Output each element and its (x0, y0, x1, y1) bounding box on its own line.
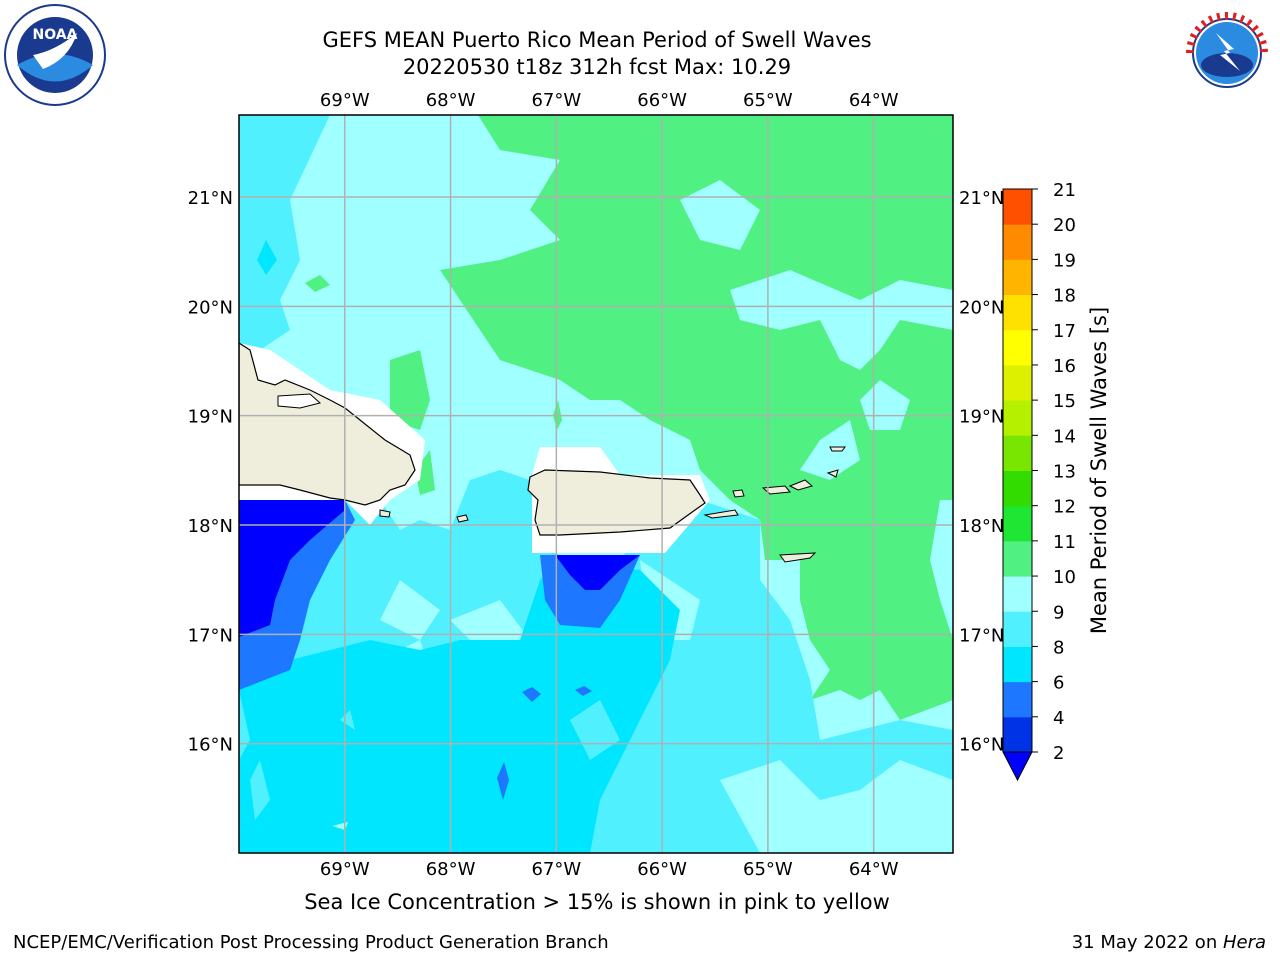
region-6-8-west (239, 115, 330, 350)
colorbar: 2 4 6 8 9 10 11 12 13 14 15 16 17 18 19 20 21 Mean Period… (1002, 180, 1111, 782)
colorbar-segment (1003, 716, 1032, 753)
contour-fill-layer (239, 115, 953, 853)
x-tick-label-top: 68°W (426, 90, 476, 111)
x-tick-label-top: 64°W (849, 90, 899, 111)
colorbar-tick-label: 12 (1053, 497, 1076, 518)
x-tick-label-bottom: 64°W (849, 859, 899, 880)
region-9-10-northeast (440, 115, 953, 720)
x-tick-label-top: 67°W (531, 90, 581, 111)
colorbar-tick-label: 2 (1053, 743, 1064, 764)
noaa-logo-text: NOAA (33, 27, 78, 43)
x-tick-label-bottom: 69°W (320, 859, 370, 880)
puerto-rico-land (527, 469, 706, 536)
colorbar-segment (1003, 259, 1032, 296)
colorbar-segment (1003, 505, 1032, 542)
colorbar-segment (1003, 435, 1032, 471)
y-tick-label-right: 17°N (959, 625, 1004, 646)
colorbar-segment (1003, 470, 1032, 507)
y-tick-label-right: 16°N (959, 735, 1004, 756)
y-tick-label-left: 19°N (188, 407, 233, 428)
colorbar-segment (1003, 224, 1032, 260)
y-tick-label-right: 20°N (959, 297, 1004, 318)
x-tick-label-top: 66°W (637, 90, 687, 111)
footer-date: 31 May 2022 on (1071, 932, 1223, 953)
grid-lines (239, 115, 953, 853)
colorbar-tick-label: 21 (1053, 180, 1076, 201)
colorbar-label: Mean Period of Swell Waves [s] (1087, 307, 1111, 634)
region-4-6-south (239, 560, 680, 853)
y-tick-label-left: 20°N (188, 297, 233, 318)
x-tick-label-bottom: 65°W (743, 859, 793, 880)
tick-labels: 69°W 69°W 68°W 68°W 67°W 67°W 66°W 66°W 65°W 65°W… (188, 90, 1005, 880)
colorbar-tick-label: 20 (1053, 215, 1076, 236)
colorbar-segment (1003, 189, 1032, 225)
sea-ice-caption: Sea Ice Concentration > 15% is shown in … (304, 890, 890, 914)
colorbar-tick-label: 17 (1053, 321, 1076, 342)
y-tick-label-right: 21°N (959, 188, 1004, 209)
colorbar-tick-label: 9 (1053, 602, 1064, 623)
colorbar-tick-label: 10 (1053, 567, 1076, 588)
colorbar-tick-label: 4 (1053, 708, 1064, 729)
colorbar-segment (1003, 400, 1032, 436)
footer-left: NCEP/EMC/Verification Post Processing Pr… (13, 932, 609, 953)
colorbar-segment (1003, 611, 1032, 647)
colorbar-tick-label: 13 (1053, 462, 1076, 483)
x-tick-label-bottom: 67°W (531, 859, 581, 880)
colorbar-extend-arrow (1002, 751, 1033, 782)
chart-title: GEFS MEAN Puerto Rico Mean Period of Swe… (322, 28, 872, 52)
colorbar-segment (1003, 681, 1032, 718)
colorbar-tick-label: 15 (1053, 391, 1076, 412)
colorbar-tick-label: 14 (1053, 426, 1076, 447)
y-tick-label-left: 18°N (188, 516, 233, 537)
y-tick-label-left: 16°N (188, 735, 233, 756)
x-tick-label-top: 69°W (320, 90, 370, 111)
colorbar-tick-label: 16 (1053, 356, 1076, 377)
y-tick-label-right: 18°N (959, 516, 1004, 537)
colorbar-segment (1003, 364, 1032, 401)
x-tick-label-bottom: 68°W (426, 859, 476, 880)
y-tick-label-left: 21°N (188, 188, 233, 209)
noaa-logo-icon: NOAA (4, 4, 106, 106)
colorbar-tick-label: 6 (1053, 673, 1064, 694)
chart-subtitle: 20220530 t18z 312h fcst Max: 10.29 (402, 55, 792, 79)
colorbar-tick-label: 18 (1053, 286, 1076, 307)
footer-host: Hera (1222, 932, 1266, 953)
colorbar-segment (1003, 294, 1032, 331)
colorbar-tick-label: 11 (1053, 532, 1076, 553)
colorbar-segment (1003, 540, 1032, 577)
footer-right: 31 May 2022 on Hera (1072, 932, 1266, 953)
x-tick-label-top: 65°W (743, 90, 793, 111)
colorbar-tick-label: 19 (1053, 250, 1076, 271)
y-tick-label-left: 17°N (188, 625, 233, 646)
hispaniola-land (239, 342, 416, 506)
colorbar-segment (1003, 576, 1032, 612)
plot-frame (238, 114, 954, 854)
colorbar-segment (1003, 646, 1032, 683)
nws-logo-icon (1179, 5, 1275, 101)
y-tick-label-right: 19°N (959, 407, 1004, 428)
colorbar-tick-label: 8 (1053, 637, 1064, 658)
colorbar-segment (1003, 329, 1032, 366)
region-0-2-far-southwest (239, 500, 345, 637)
x-tick-label-bottom: 66°W (637, 859, 687, 880)
